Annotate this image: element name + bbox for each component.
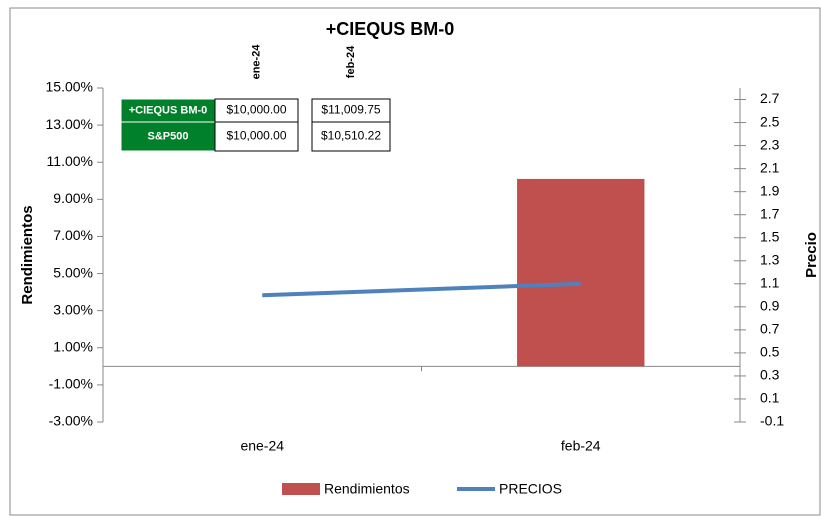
bar: [517, 178, 645, 367]
table-row-header: S&P500: [148, 130, 189, 142]
y-tick-label: 15.00%: [46, 79, 93, 95]
y2-tick-label: 0.5: [760, 344, 780, 360]
y2-tick-label: -0.1: [760, 413, 784, 429]
line: [262, 281, 581, 298]
x-tick-label: ene-24: [240, 438, 284, 454]
y2-tick-label: 1.1: [760, 274, 780, 290]
legend-swatch: [282, 483, 320, 495]
chart-border: [9, 7, 821, 516]
legend-label: Rendimientos: [324, 481, 410, 497]
table-row-header-cell: [120, 121, 216, 152]
y2-tick-label: 0.9: [760, 298, 780, 314]
table-cell: [311, 121, 391, 152]
y2-tick-label: 1.9: [760, 182, 780, 198]
y2-tick-label: 2.1: [760, 159, 780, 175]
y2-tick-label: 2.7: [760, 90, 780, 106]
x-tick-label: feb-24: [561, 438, 601, 454]
y-tick-label: 7.00%: [53, 227, 93, 243]
table-column-header: feb-24: [345, 45, 357, 78]
y-tick-label: 9.00%: [53, 190, 93, 206]
table-row-header: +CIEQUS BM-0: [129, 104, 208, 116]
table-cell-text: $11,009.75: [321, 103, 380, 117]
table-cell-text: $10,000.00: [226, 103, 286, 117]
y2-tick-label: 0.7: [760, 321, 780, 337]
table-cell-text: $10,510.22: [321, 129, 381, 143]
y2-tick-label: 0.1: [760, 390, 780, 406]
table-cell: [214, 121, 299, 152]
y2-tick-label: 1.5: [760, 228, 780, 244]
chart-title: +CIEQUS BM-0: [326, 19, 455, 39]
y-tick-label: 3.00%: [53, 301, 93, 317]
y-tick-label: -1.00%: [49, 376, 93, 392]
y2-tick-label: 1.7: [760, 205, 780, 221]
y-tick-label: 1.00%: [53, 338, 93, 354]
y2-axis-label: Precio: [803, 232, 820, 278]
y2-tick-label: 1.3: [760, 251, 780, 267]
y-tick-label: 11.00%: [47, 153, 93, 169]
y2-tick-label: 0.3: [760, 367, 780, 383]
y-tick-label: 5.00%: [53, 264, 93, 280]
y-axis-label: Rendimientos: [19, 205, 36, 304]
table-cell-text: $10,000.00: [226, 129, 286, 143]
legend-label: PRECIOS: [499, 481, 562, 497]
y-tick-label: -3.00%: [49, 413, 93, 429]
y2-tick-label: 2.3: [760, 136, 780, 152]
y2-tick-label: 2.5: [760, 113, 780, 129]
y-tick-label: 13.00%: [46, 116, 93, 132]
table-column-header: ene-24: [250, 44, 262, 80]
